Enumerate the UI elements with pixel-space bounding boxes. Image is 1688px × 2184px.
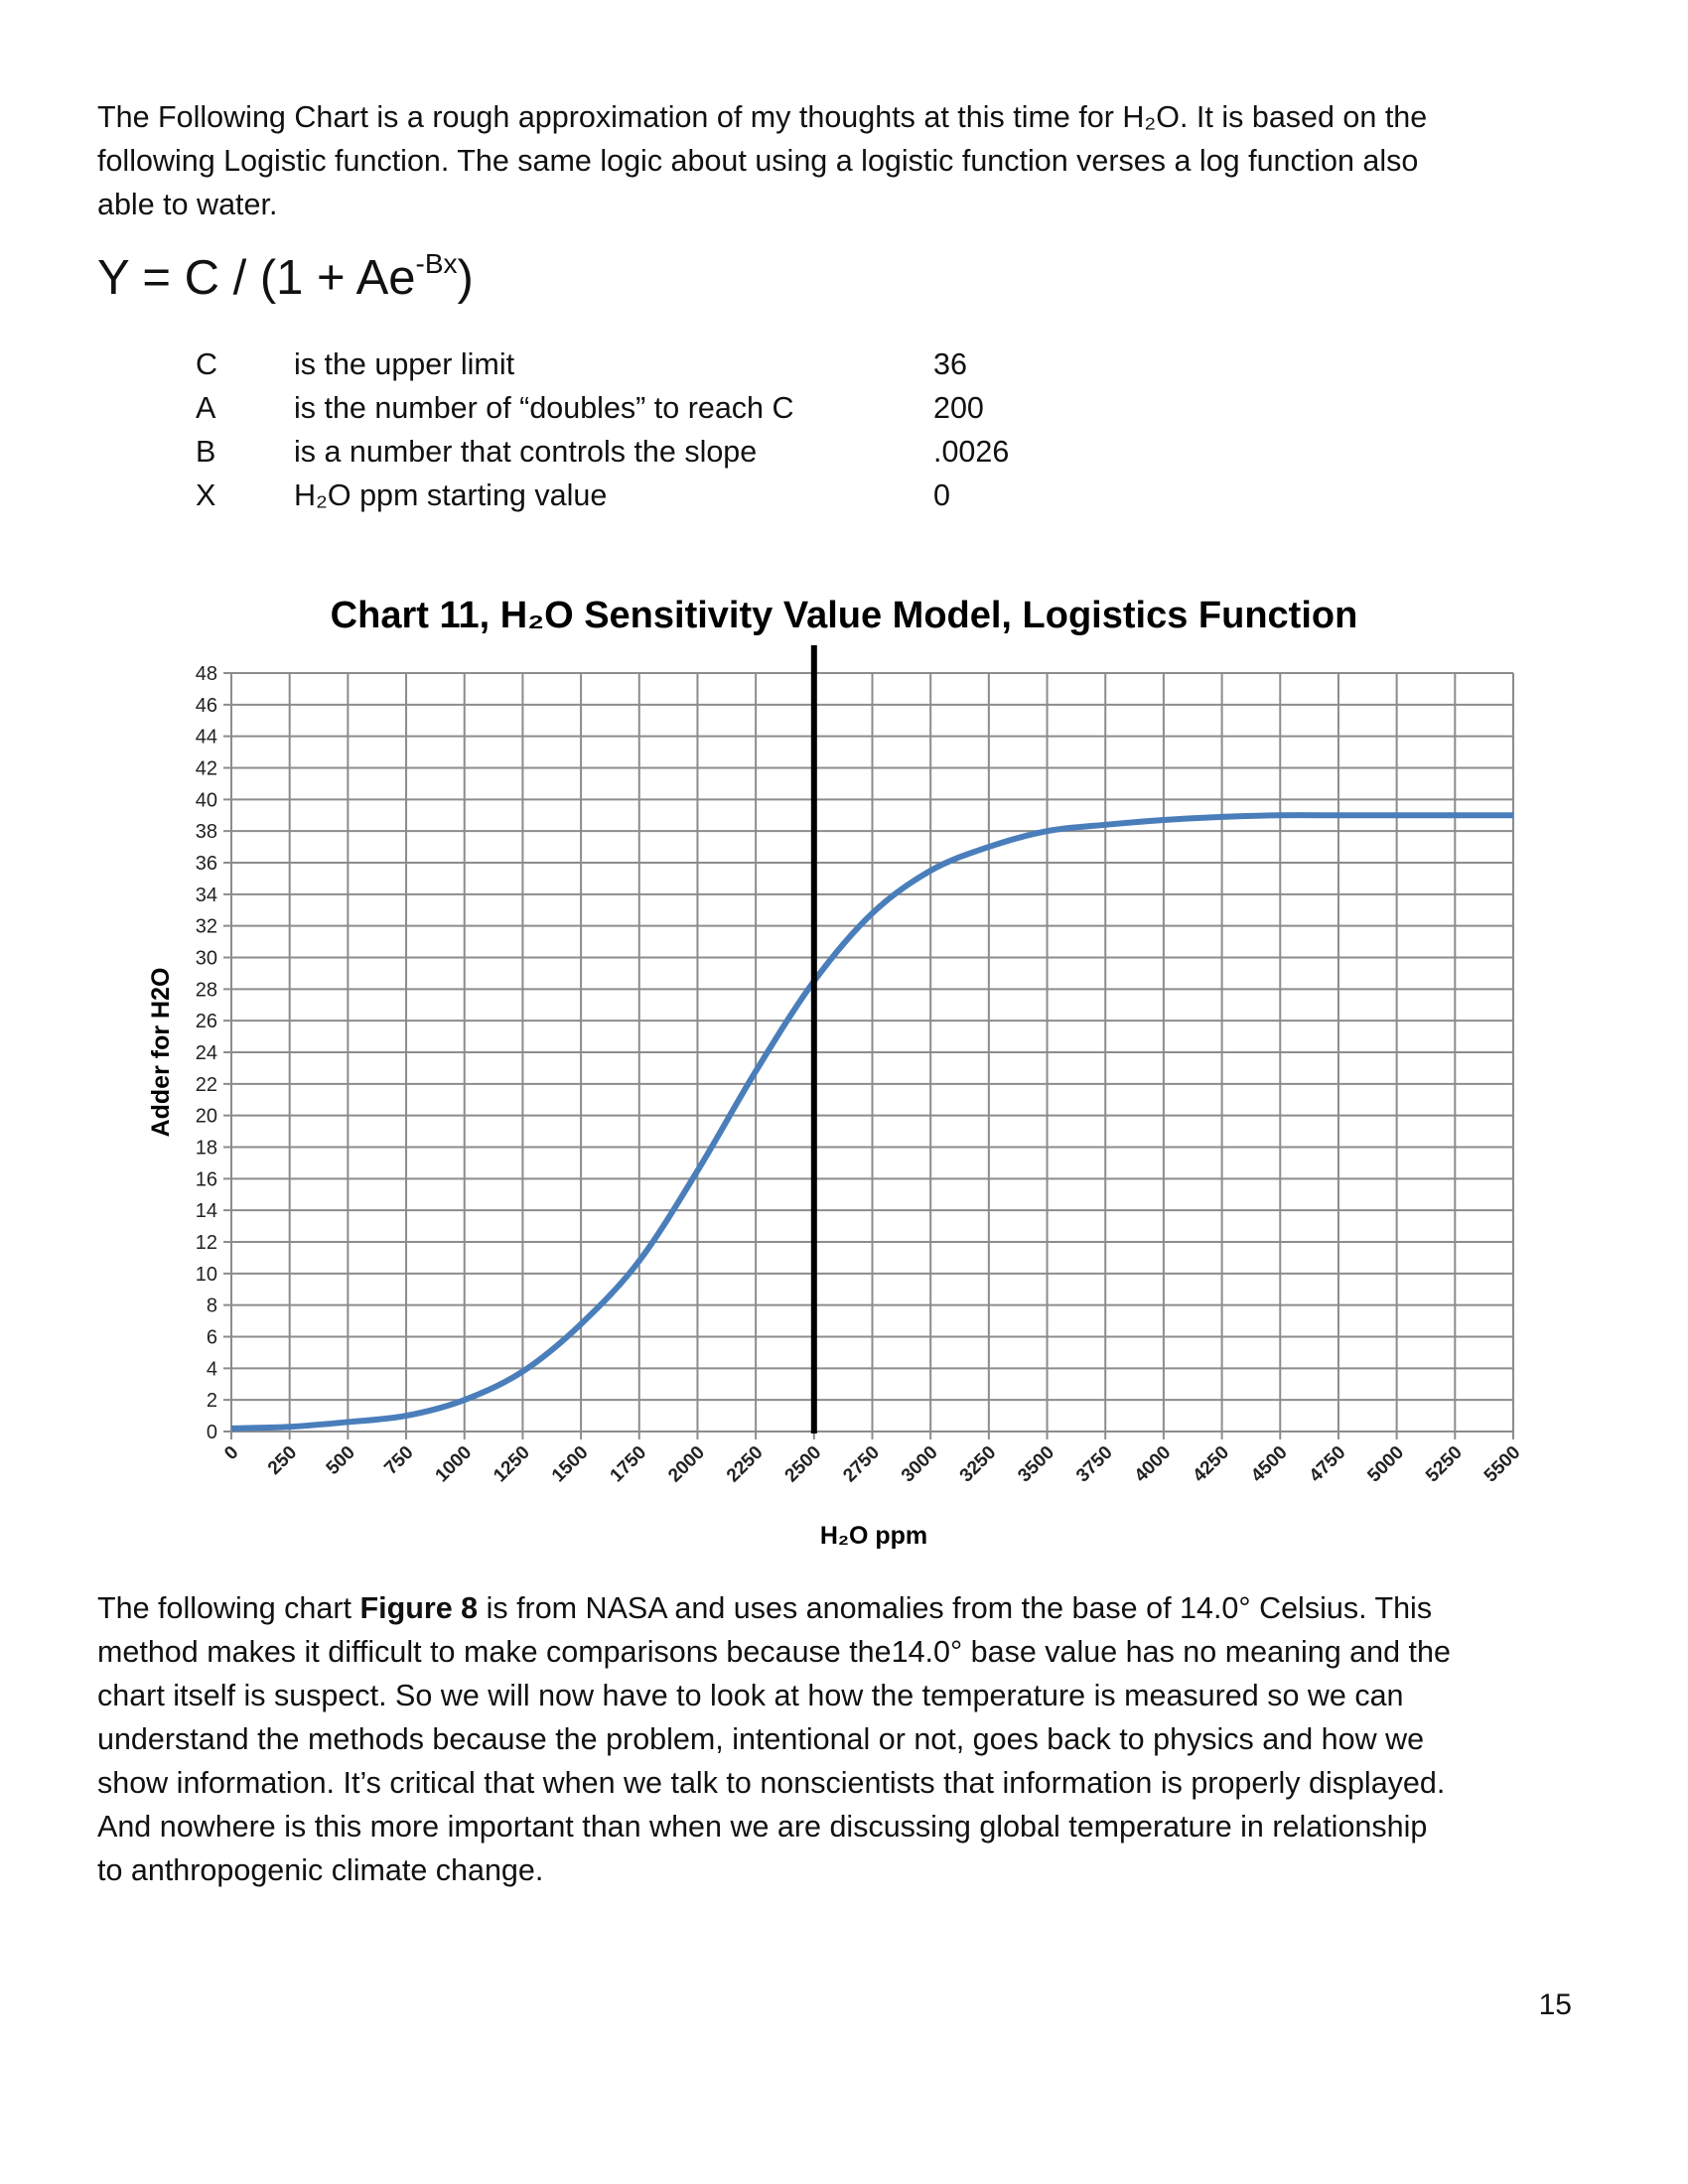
y-tick-label: 4: [207, 1358, 217, 1380]
figure-reference: Figure 8: [359, 1591, 479, 1625]
y-tick-label: 32: [196, 916, 217, 938]
discussion-line: understand the methods because the probl…: [97, 1722, 1425, 1756]
y-tick-label: 48: [196, 663, 217, 685]
discussion-paragraph: The following chart Figure 8 is from NAS…: [97, 1586, 1451, 1892]
x-tick-label: 5250: [1422, 1442, 1467, 1487]
formula-base: Y = C / (1 + Ae: [97, 251, 416, 305]
text: is from NASA and uses anomalies from the…: [478, 1591, 1433, 1625]
y-tick-label: 6: [207, 1327, 217, 1349]
y-tick-label: 30: [196, 948, 217, 970]
x-tick-label: 4250: [1189, 1442, 1233, 1487]
variable-symbol: X: [196, 478, 216, 512]
y-tick-label: 20: [196, 1106, 217, 1128]
x-tick-label: 1750: [607, 1442, 651, 1487]
variable-symbol: C: [196, 347, 218, 381]
x-tick-label: 3750: [1072, 1442, 1117, 1487]
logistic-formula: Y = C / (1 + Ae-Bx): [97, 247, 474, 306]
x-tick-label: 1250: [490, 1442, 534, 1487]
variable-description: is the upper limit: [294, 347, 515, 381]
y-tick-label: 34: [196, 885, 217, 906]
y-tick-label: 16: [196, 1168, 217, 1190]
x-tick-label: 0: [220, 1442, 242, 1464]
chart-title: Chart 11, H₂O Sensitivity Value Model, L…: [331, 595, 1358, 636]
variable-value: 200: [933, 391, 984, 425]
intro-paragraph: The Following Chart is a rough approxima…: [97, 95, 1427, 226]
x-tick-label: 4750: [1306, 1442, 1350, 1487]
formula-exponent: -Bx: [415, 247, 458, 279]
intro-line: able to water.: [97, 188, 278, 221]
discussion-line: show information. It’s critical that whe…: [97, 1766, 1446, 1800]
logistic-chart: Chart 11, H₂O Sensitivity Value Model, L…: [147, 595, 1525, 1550]
y-tick-label: 42: [196, 758, 217, 780]
variable-value: 0: [933, 478, 950, 512]
x-tick-label: 4500: [1247, 1442, 1292, 1487]
y-tick-label: 8: [207, 1296, 217, 1317]
x-tick-label: 250: [264, 1442, 301, 1479]
y-tick-label: 2: [207, 1390, 217, 1412]
y-tick-label: 10: [196, 1264, 217, 1286]
x-tick-label: 5000: [1363, 1442, 1408, 1487]
variable-symbol: A: [196, 391, 216, 425]
y-tick-labels: 0246810121416182022242628303234363840424…: [196, 663, 217, 1443]
x-tick-label: 2750: [839, 1442, 884, 1487]
discussion-line: And nowhere is this more important than …: [97, 1810, 1428, 1843]
y-tick-label: 14: [196, 1200, 217, 1222]
discussion-line: to anthropogenic climate change.: [97, 1853, 544, 1887]
y-tick-label: 12: [196, 1232, 217, 1254]
x-tick-label: 1000: [432, 1442, 477, 1487]
intro-line: The Following Chart is a rough approxima…: [97, 100, 1428, 134]
intro-line: following Logistic function. The same lo…: [97, 144, 1419, 178]
x-tick-label: 500: [323, 1442, 359, 1479]
x-tick-label: 1500: [548, 1442, 593, 1487]
x-tick-labels: 0 250 500 750 1000 1250 1500 1750 2000 2250 2500 27…: [220, 1442, 1524, 1487]
x-tick-label: 750: [380, 1442, 417, 1479]
y-tick-label: 40: [196, 789, 217, 811]
y-tick-label: 24: [196, 1042, 217, 1064]
x-tick-label: 5500: [1480, 1442, 1525, 1487]
x-tick-label: 2250: [723, 1442, 768, 1487]
series-line: [230, 812, 1513, 1432]
y-tick-label: 36: [196, 853, 217, 875]
y-axis-title: Adder for H2O: [147, 968, 175, 1138]
x-tick-label: 4000: [1131, 1442, 1176, 1487]
y-tick-label: 18: [196, 1138, 217, 1160]
y-tick-label: 46: [196, 695, 217, 717]
discussion-line: chart itself is suspect. So we will now …: [97, 1679, 1404, 1712]
x-tick-label: 3500: [1014, 1442, 1058, 1487]
x-tick-label: 3000: [898, 1442, 942, 1487]
y-tick-label: 28: [196, 979, 217, 1001]
y-tick-label: 26: [196, 1011, 217, 1032]
variable-value: 36: [933, 347, 967, 381]
grid: [223, 672, 1514, 1439]
x-axis-title: H₂O ppm: [820, 1522, 927, 1550]
variable-description: H₂O ppm starting value: [294, 478, 608, 512]
page-number: 15: [1538, 1988, 1572, 2021]
text: The following chart: [97, 1591, 360, 1625]
variable-description: is a number that controls the slope: [294, 435, 758, 469]
y-tick-label: 0: [207, 1422, 217, 1443]
discussion-line: method makes it difficult to make compar…: [97, 1635, 1451, 1669]
x-tick-label: 3250: [956, 1442, 1001, 1487]
x-tick-label: 2500: [781, 1442, 826, 1487]
y-tick-label: 22: [196, 1074, 217, 1096]
formula-close: ): [457, 251, 474, 305]
discussion-line: The following chart Figure 8 is from NAS…: [97, 1586, 1451, 1630]
y-tick-label: 38: [196, 821, 217, 843]
x-tick-label: 2000: [664, 1442, 709, 1487]
variable-description: is the number of “doubles” to reach C: [294, 391, 794, 425]
variable-symbol: B: [196, 435, 216, 469]
variable-value: .0026: [933, 435, 1010, 469]
y-tick-label: 44: [196, 727, 217, 749]
